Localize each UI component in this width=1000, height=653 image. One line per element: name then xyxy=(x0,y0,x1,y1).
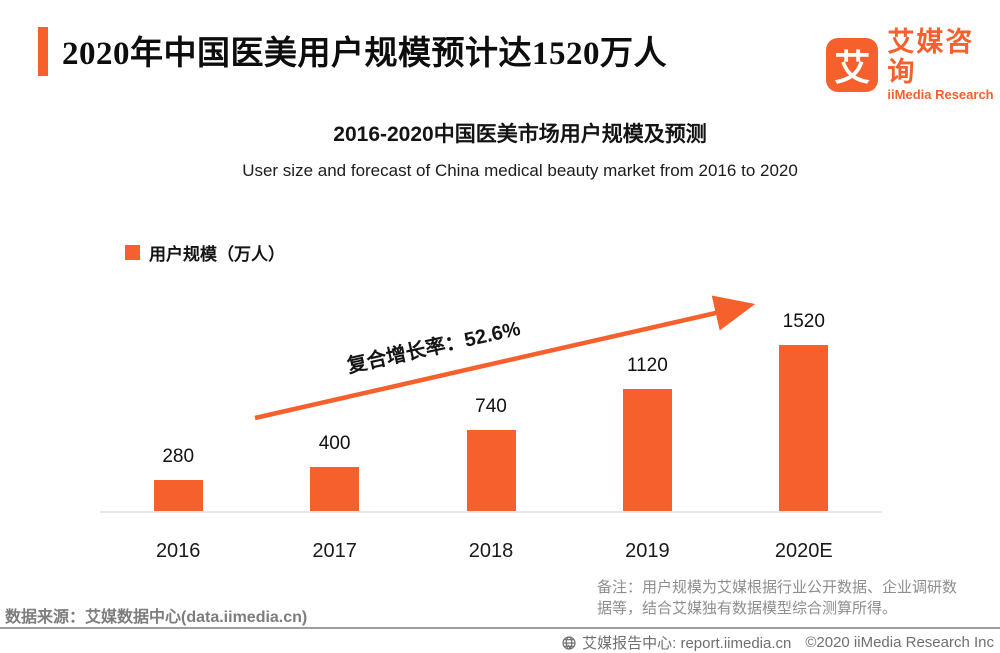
bar-2020E xyxy=(779,345,829,511)
legend-label: 用户规模（万人） xyxy=(149,245,285,264)
x-axis-label: 2016 xyxy=(155,540,201,562)
bar-2018 xyxy=(466,430,516,511)
x-axis-label: 2018 xyxy=(468,540,514,562)
chart-legend: 用户规模（万人） xyxy=(125,240,285,265)
page-title: 2020年中国医美用户规模预计达1520万人 xyxy=(62,36,667,72)
bar-plot: 280 2016 400 2017 740 2018 1120 2019 1520 2020E xyxy=(100,311,882,562)
logo-name-en: iiMedia Research xyxy=(887,87,994,102)
legend-swatch-icon xyxy=(125,245,140,260)
chart-title: 2016-2020中国医美市场用户规模及预测 xyxy=(333,123,707,146)
bar-value-label: 280 xyxy=(162,446,195,467)
copyright-text: ©2020 iiMedia Research Inc xyxy=(805,634,994,651)
bar-value-label: 400 xyxy=(318,433,351,454)
bar-value-label: 1120 xyxy=(626,355,668,376)
report-footer: 艾媒报告中心: report.iimedia.cn ©2020 iiMedia … xyxy=(561,632,994,653)
globe-cursor-icon xyxy=(562,635,576,650)
bar-2017 xyxy=(310,467,360,511)
report-center-link[interactable]: 艾媒报告中心: report.iimedia.cn xyxy=(582,635,792,652)
growth-arrow xyxy=(254,295,756,421)
logo-name-cn: 艾媒咨询 xyxy=(887,27,975,87)
x-axis-label: 2020E xyxy=(774,540,833,562)
chart-note: 备注：用户规模为艾媒根据行业公开数据、企业调研数据等，结合艾媒独有数据模型综合测… xyxy=(597,579,958,617)
bar-2019 xyxy=(622,389,672,511)
x-axis-label: 2017 xyxy=(312,540,357,562)
x-axis-label: 2019 xyxy=(625,540,670,562)
bar-2016 xyxy=(153,480,203,511)
chart-subtitle: User size and forecast of China medical … xyxy=(242,161,798,180)
bar-value-label: 1520 xyxy=(782,311,825,332)
bar-value-label: 740 xyxy=(475,396,507,417)
iimedia-logo: 艾 艾媒咨询 iiMedia Research xyxy=(826,27,1000,102)
iimedia-logo-icon: 艾 xyxy=(826,37,879,92)
data-source: 数据来源：艾媒数据中心(data.iimedia.cn) xyxy=(5,609,308,626)
title-accent-bar xyxy=(38,27,48,76)
footer-divider xyxy=(0,627,1000,629)
